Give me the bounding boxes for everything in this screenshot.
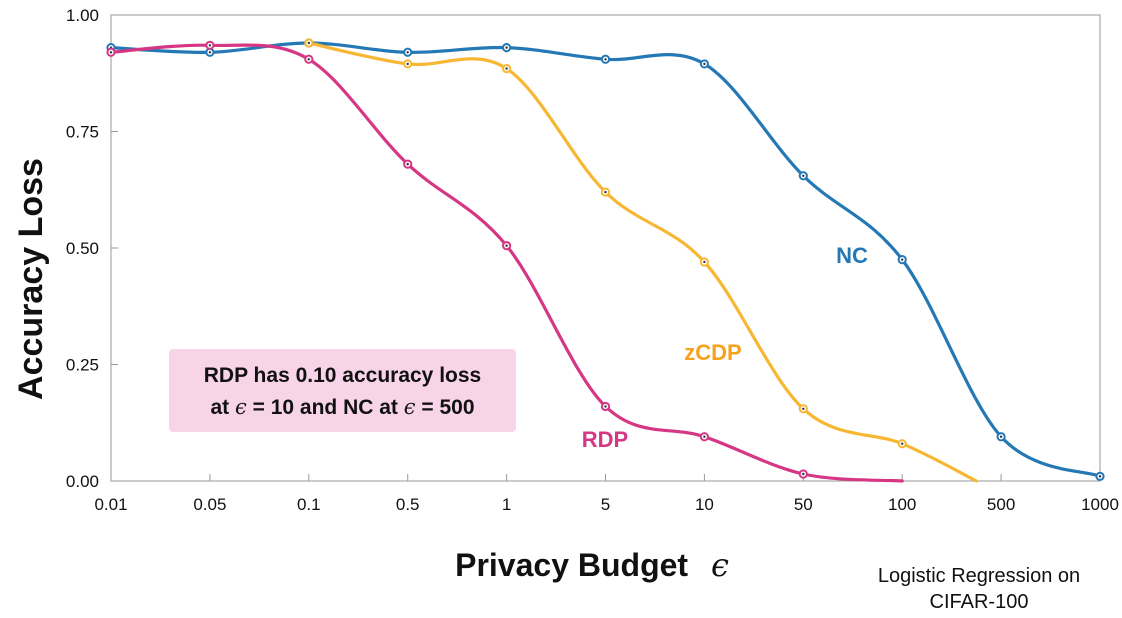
data-point-center-nc bbox=[406, 51, 409, 54]
data-point-center-nc bbox=[208, 51, 212, 54]
y-tick-label: 0.50 bbox=[66, 239, 99, 258]
data-point-center-zcdp bbox=[307, 41, 310, 45]
data-point-center-nc bbox=[703, 62, 706, 66]
x-tick-label: 10 bbox=[695, 495, 714, 514]
data-point-center-nc bbox=[901, 258, 904, 261]
x-tick-label: 500 bbox=[987, 495, 1015, 514]
data-point-center-rdp bbox=[604, 405, 607, 408]
data-point-center-nc bbox=[999, 435, 1003, 438]
x-axis-label-epsilon: ϵ bbox=[711, 546, 729, 584]
data-point-center-zcdp bbox=[406, 62, 409, 66]
data-point-center-rdp bbox=[109, 51, 113, 54]
x-tick-label: 1000 bbox=[1081, 495, 1119, 514]
x-tick-label: 0.01 bbox=[94, 495, 127, 514]
x-axis-label-text: Privacy Budget bbox=[455, 547, 688, 583]
callout-text-b: = 10 and NC at bbox=[252, 396, 398, 419]
x-axis-ticks: 0.01 0.05 0.1 0.5 1 5 10 50 100 500 1000 bbox=[94, 474, 1119, 514]
data-point-center-nc bbox=[802, 174, 805, 177]
x-tick-label: 5 bbox=[601, 495, 610, 514]
series-line-nc bbox=[109, 41, 1102, 478]
callout-line-1: RDP has 0.10 accuracy loss bbox=[203, 364, 482, 387]
x-tick-label: 1 bbox=[502, 495, 511, 514]
x-axis-label: Privacy Budget ϵ bbox=[455, 546, 729, 584]
data-point-center-rdp bbox=[307, 58, 310, 61]
data-point-center-rdp bbox=[406, 162, 409, 166]
x-tick-label: 0.05 bbox=[193, 495, 226, 514]
data-point-center-rdp bbox=[802, 472, 805, 476]
epsilon-symbol-1: ϵ bbox=[235, 395, 247, 419]
callout-line-2: at ϵ = 10 and NC at ϵ = 500 bbox=[169, 395, 516, 420]
x-tick-label: 0.1 bbox=[297, 495, 321, 514]
y-tick-label: 1.00 bbox=[66, 6, 99, 25]
series-label-nc: NC bbox=[836, 243, 868, 268]
annotation-callout: RDP has 0.10 accuracy loss at ϵ = 10 and… bbox=[169, 349, 516, 432]
data-point-center-zcdp bbox=[703, 260, 706, 264]
note-line-2: CIFAR-100 bbox=[929, 591, 1029, 613]
x-tick-label: 0.5 bbox=[396, 495, 420, 514]
epsilon-symbol-2: ϵ bbox=[403, 395, 416, 419]
data-point-center-zcdp bbox=[505, 67, 508, 70]
series-points bbox=[106, 38, 1105, 481]
data-point-center-nc bbox=[505, 46, 508, 49]
note-line-1: Logistic Regression on bbox=[877, 565, 1081, 587]
data-point-center-zcdp bbox=[604, 190, 607, 194]
y-axis-ticks: 0.00 0.25 0.50 0.75 1.00 bbox=[66, 6, 118, 491]
series-label-zcdp: zCDP bbox=[684, 340, 741, 365]
data-point-center-nc bbox=[1098, 475, 1102, 478]
callout-text-c: = 500 bbox=[421, 396, 475, 419]
data-point-center-nc bbox=[604, 58, 607, 61]
y-tick-label: 0.00 bbox=[66, 472, 99, 491]
series-label-rdp: RDP bbox=[582, 427, 628, 452]
x-tick-label: 100 bbox=[888, 495, 916, 514]
data-point-center-zcdp bbox=[901, 442, 904, 445]
callout-text-a: at bbox=[210, 396, 230, 419]
x-tick-label: 50 bbox=[794, 495, 813, 514]
data-point-center-zcdp bbox=[802, 407, 805, 410]
data-point-center-rdp bbox=[505, 244, 508, 247]
data-point-center-rdp bbox=[703, 435, 706, 438]
y-axis-label: Accuracy Loss bbox=[12, 158, 50, 400]
data-point-center-rdp bbox=[208, 44, 212, 47]
y-tick-label: 0.75 bbox=[66, 123, 99, 142]
model-dataset-note: Logistic Regression on CIFAR-100 bbox=[840, 563, 1118, 615]
series-line-zcdp bbox=[307, 41, 978, 483]
y-tick-label: 0.25 bbox=[66, 356, 99, 375]
